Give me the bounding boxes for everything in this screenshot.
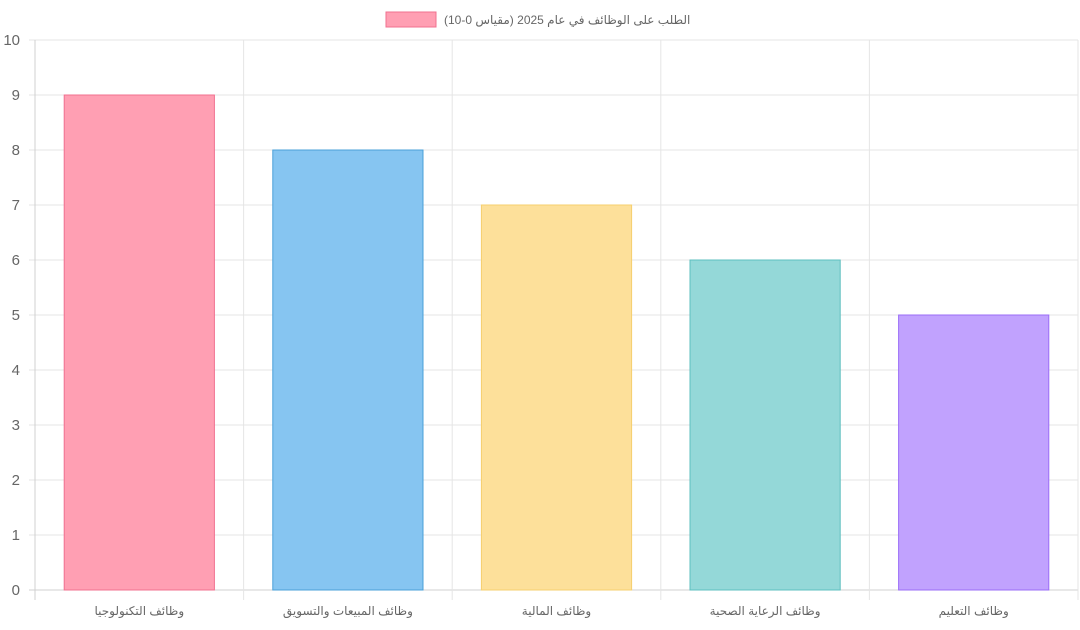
legend[interactable]: الطلب على الوظائف في عام 2025 (مقياس 0-1… bbox=[385, 11, 690, 28]
y-tick-label: 5 bbox=[12, 307, 20, 324]
x-tick-label: وظائف المالية bbox=[522, 604, 591, 619]
bar[interactable] bbox=[272, 149, 424, 591]
legend-swatch[interactable] bbox=[385, 11, 437, 28]
x-axis-labels: وظائف التكنولوجيا وظائف المبيعات والتسويق… bbox=[94, 604, 1008, 619]
bar[interactable] bbox=[689, 259, 841, 591]
y-tick-label: 7 bbox=[12, 197, 20, 214]
x-tick-label: وظائف المبيعات والتسويق bbox=[283, 604, 413, 619]
legend-label[interactable]: الطلب على الوظائف في عام 2025 (مقياس 0-1… bbox=[444, 13, 690, 28]
y-tick-label: 3 bbox=[12, 417, 20, 434]
x-tick-label: وظائف التعليم bbox=[939, 604, 1009, 619]
bar[interactable] bbox=[480, 204, 633, 591]
bars bbox=[63, 94, 1050, 591]
y-tick-label: 1 bbox=[12, 527, 20, 544]
x-tick-label: وظائف التكنولوجيا bbox=[94, 604, 184, 619]
y-tick-label: 0 bbox=[12, 582, 20, 599]
y-tick-label: 10 bbox=[3, 32, 20, 49]
y-tick-label: 2 bbox=[12, 472, 20, 489]
x-tick-label: وظائف الرعاية الصحية bbox=[710, 604, 821, 619]
y-axis-ticks: 0 1 2 3 4 5 6 7 8 9 10 bbox=[3, 32, 20, 599]
y-tick-label: 9 bbox=[12, 87, 20, 104]
y-tick-label: 6 bbox=[12, 252, 20, 269]
bar[interactable] bbox=[63, 94, 215, 591]
y-tick-label: 4 bbox=[12, 362, 20, 379]
bar[interactable] bbox=[898, 314, 1050, 591]
y-tick-label: 8 bbox=[12, 142, 20, 159]
